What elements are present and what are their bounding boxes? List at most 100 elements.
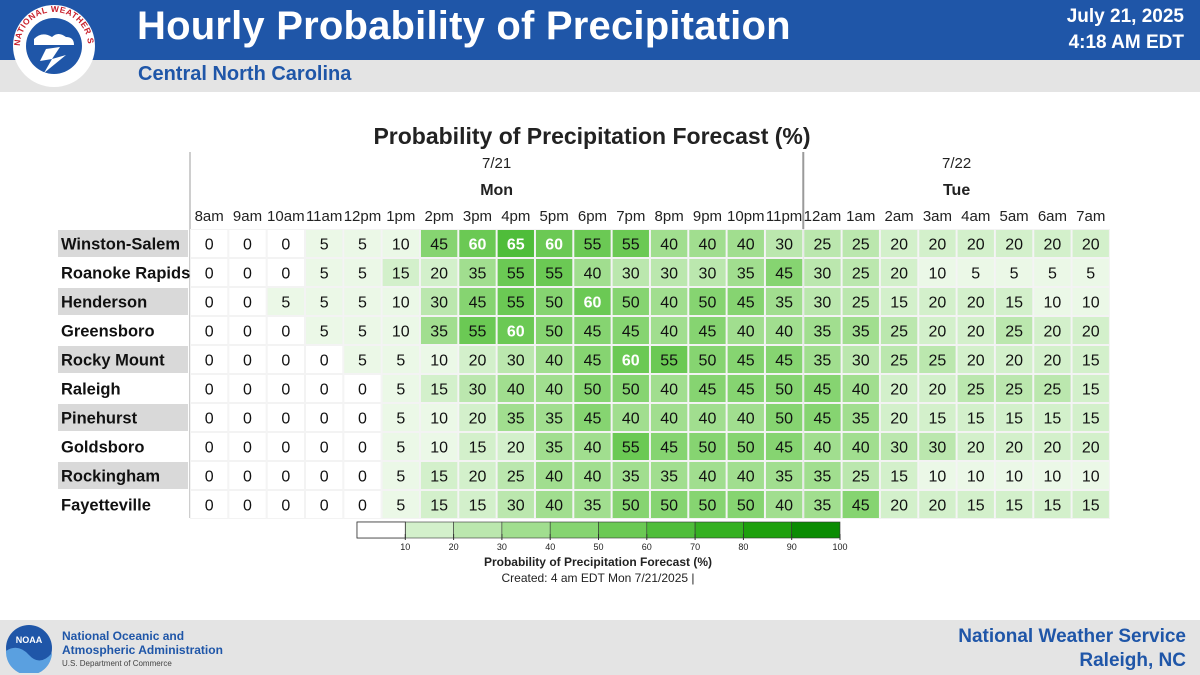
forecast-value: 0: [205, 353, 214, 370]
location-row-bg: [58, 375, 188, 402]
forecast-value: 20: [1044, 237, 1062, 254]
forecast-value: 15: [392, 266, 410, 283]
forecast-value: 10: [967, 469, 985, 486]
forecast-value: 25: [1005, 324, 1023, 341]
colorbar-tick-label: 80: [738, 542, 748, 552]
forecast-value: 15: [430, 469, 448, 486]
forecast-cell: [381, 461, 420, 490]
forecast-cell: [458, 316, 497, 345]
forecast-value: 0: [358, 411, 367, 428]
forecast-cell: [994, 316, 1034, 345]
forecast-value: 0: [243, 382, 252, 399]
forecast-cell: [228, 287, 267, 316]
hour-label: 10pm: [727, 208, 765, 225]
forecast-cell: [228, 316, 267, 345]
forecast-cell: [918, 403, 957, 432]
forecast-cell: [190, 229, 229, 258]
forecast-cell: [688, 345, 727, 374]
forecast-cell: [419, 316, 459, 345]
forecast-value: 10: [1044, 469, 1062, 486]
forecast-cell: [458, 374, 497, 403]
forecast-value: 45: [584, 411, 602, 428]
forecast-value: 35: [814, 498, 832, 515]
forecast-value: 40: [852, 382, 870, 399]
forecast-cell: [726, 316, 765, 345]
forecast-value: 15: [890, 469, 908, 486]
issue-date: July 21, 2025: [1066, 6, 1184, 27]
forecast-cell: [956, 287, 995, 316]
forecast-value: 15: [469, 440, 487, 457]
forecast-cell: [918, 258, 957, 287]
forecast-cell: [228, 229, 267, 258]
noaa-name-line2: Atmospheric Administration: [62, 643, 223, 657]
forecast-cell: [343, 432, 382, 461]
hour-label: 12am: [804, 208, 842, 225]
forecast-value: 20: [929, 324, 947, 341]
forecast-cell: [688, 461, 727, 490]
forecast-value: 5: [396, 382, 405, 399]
hour-label: 11pm: [766, 208, 802, 225]
forecast-cell: [879, 374, 919, 403]
forecast-value: 20: [890, 498, 908, 515]
forecast-value: 0: [281, 440, 290, 457]
forecast-value: 5: [320, 237, 329, 254]
forecast-value: 5: [396, 411, 405, 428]
location-row-bg: [58, 462, 188, 489]
forecast-cell: [343, 287, 382, 316]
forecast-cell: [994, 432, 1034, 461]
forecast-value: 35: [622, 469, 640, 486]
forecast-value: 50: [699, 295, 717, 312]
forecast-value: 45: [584, 324, 602, 341]
forecast-cell: [956, 316, 995, 345]
forecast-cell: [688, 403, 727, 432]
forecast-cell: [573, 229, 612, 258]
forecast-value: 0: [358, 382, 367, 399]
forecast-value: 20: [1005, 353, 1023, 370]
forecast-cell: [764, 287, 804, 316]
hour-label: 7pm: [616, 208, 645, 225]
forecast-cell: [803, 258, 842, 287]
forecast-value: 20: [929, 295, 947, 312]
colorbar-tick-label: 60: [642, 542, 652, 552]
forecast-cell: [266, 316, 305, 345]
forecast-value: 40: [699, 469, 717, 486]
colorbar-tick-label: 90: [787, 542, 797, 552]
forecast-value: 0: [243, 266, 252, 283]
forecast-value: 10: [929, 469, 947, 486]
forecast-cell: [764, 229, 804, 258]
forecast-cell: [343, 229, 382, 258]
location-label: Roanoke Rapids: [61, 265, 190, 283]
hour-label: 8am: [195, 208, 224, 225]
forecast-value: 45: [699, 324, 717, 341]
forecast-cell: [419, 345, 459, 374]
forecast-value: 10: [430, 411, 448, 428]
forecast-cell: [381, 229, 420, 258]
forecast-value: 20: [929, 498, 947, 515]
forecast-value: 5: [320, 295, 329, 312]
hour-label: 6pm: [578, 208, 607, 225]
forecast-cell: [611, 461, 650, 490]
forecast-cell: [534, 345, 574, 374]
forecast-value: 35: [507, 411, 525, 428]
forecast-value: 40: [584, 440, 602, 457]
colorbar-tick-label: 20: [449, 542, 459, 552]
forecast-value: 45: [775, 353, 793, 370]
forecast-cell: [228, 258, 267, 287]
forecast-value: 5: [1010, 266, 1019, 283]
forecast-value: 40: [775, 324, 793, 341]
forecast-value: 25: [967, 382, 985, 399]
colorbar-tick-label: 50: [593, 542, 603, 552]
forecast-cell: [918, 287, 957, 316]
forecast-cell: [649, 229, 689, 258]
forecast-cell: [1071, 374, 1110, 403]
forecast-value: 55: [660, 353, 678, 370]
location-label: Fayetteville: [61, 497, 151, 515]
forecast-value: 40: [507, 382, 525, 399]
forecast-value: 40: [660, 237, 678, 254]
office-name: National Weather Service: [958, 626, 1186, 647]
forecast-value: 50: [545, 324, 563, 341]
colorbar-tick-label: 40: [545, 542, 555, 552]
location-row-bg: [58, 346, 188, 373]
footer-bar: NOAA National Oceanic and Atmospheric Ad…: [0, 620, 1200, 675]
forecast-value: 15: [1005, 295, 1023, 312]
